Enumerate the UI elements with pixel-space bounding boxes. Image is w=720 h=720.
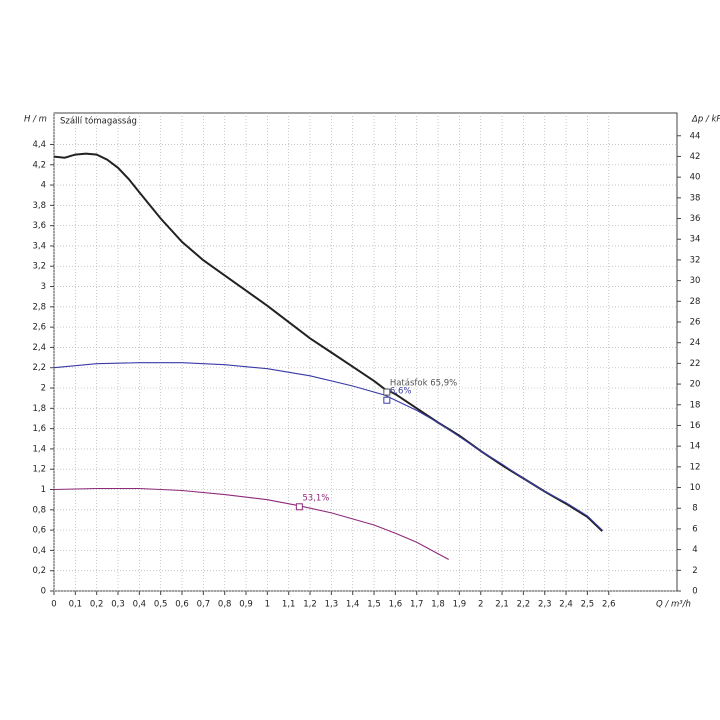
y2-tick-label: 12 xyxy=(690,462,701,472)
x-tick-label: 0,2 xyxy=(90,600,104,610)
x-tick-label: 0,8 xyxy=(218,600,232,610)
y-tick-label: 2 xyxy=(41,384,46,394)
y2-tick-label: 40 xyxy=(690,173,701,183)
curve xyxy=(53,362,603,531)
y2-tick-label: 28 xyxy=(690,297,701,307)
y-tick-label: 1 xyxy=(41,485,46,495)
y-axis-label: H / m xyxy=(24,115,47,125)
y-tick-label: 1,4 xyxy=(32,444,46,454)
annotation: 6,6% xyxy=(390,387,412,397)
x-axis-label: Q / m³/h xyxy=(656,600,691,610)
y-tick-label: 2,4 xyxy=(32,343,46,353)
x-tick-label: 0,7 xyxy=(197,600,211,610)
y2-tick-label: 24 xyxy=(690,338,701,348)
y-tick-label: 3,4 xyxy=(32,241,46,251)
y2-tick-label: 10 xyxy=(690,483,701,493)
y-tick-label: 2,8 xyxy=(32,302,46,312)
point-marker xyxy=(383,396,391,404)
x-tick-label: 0,6 xyxy=(175,600,189,610)
y2-tick-label: 32 xyxy=(690,255,701,265)
annotation: Hatásfok 65,9% xyxy=(390,379,457,389)
curve xyxy=(53,487,449,560)
x-tick-label: 1,9 xyxy=(453,600,467,610)
y2-tick-label: 14 xyxy=(690,442,701,452)
y-tick-label: 0 xyxy=(41,587,46,597)
x-tick-label: 2,3 xyxy=(538,600,552,610)
curve xyxy=(53,152,603,532)
y2-tick-label: 20 xyxy=(690,380,701,390)
x-tick-label: 2,1 xyxy=(495,600,509,610)
x-tick-label: 2,6 xyxy=(602,600,616,610)
y-tick-label: 0,4 xyxy=(32,546,46,556)
y2-tick-label: 44 xyxy=(690,131,701,141)
x-tick-label: 0,4 xyxy=(133,600,147,610)
x-tick-label: 1,8 xyxy=(431,600,445,610)
y2-tick-label: 16 xyxy=(690,421,701,431)
plot-frame xyxy=(53,112,678,592)
x-tick-label: 2,5 xyxy=(581,600,595,610)
y2-axis-label: Δp / kPa xyxy=(691,115,720,125)
x-tick-label: 1,7 xyxy=(410,600,424,610)
y2-tick-label: 2 xyxy=(692,566,697,576)
x-tick-label: 2,4 xyxy=(559,600,573,610)
y2-tick-label: 4 xyxy=(692,545,697,555)
y2-tick-label: 38 xyxy=(690,193,701,203)
x-tick-label: 1,6 xyxy=(389,600,403,610)
x-tick-label: 0 xyxy=(51,600,56,610)
x-tick-label: 0,5 xyxy=(154,600,168,610)
y2-tick-label: 18 xyxy=(690,400,701,410)
y-tick-label: 3,6 xyxy=(32,221,46,231)
x-tick-label: 1,3 xyxy=(325,600,339,610)
x-tick-label: 1,5 xyxy=(367,600,381,610)
x-tick-label: 1 xyxy=(265,600,270,610)
y-tick-label: 4,2 xyxy=(32,160,46,170)
x-tick-label: 0,3 xyxy=(111,600,125,610)
y2-tick-label: 42 xyxy=(690,152,701,162)
point-marker xyxy=(295,503,303,511)
y-tick-label: 3,2 xyxy=(32,262,46,272)
y-tick-label: 1,8 xyxy=(32,404,46,414)
x-tick-label: 1,1 xyxy=(282,600,296,610)
y2-tick-label: 22 xyxy=(690,359,701,369)
y2-tick-label: 8 xyxy=(692,504,697,514)
x-tick-label: 2 xyxy=(478,600,483,610)
y-tick-label: 1,2 xyxy=(32,465,46,475)
y2-tick-label: 34 xyxy=(690,235,701,245)
y-tick-label: 0,2 xyxy=(32,566,46,576)
x-tick-label: 0,9 xyxy=(239,600,253,610)
x-tick-label: 1,2 xyxy=(303,600,317,610)
y-tick-label: 3,8 xyxy=(32,201,46,211)
x-tick-label: 0,1 xyxy=(69,600,83,610)
y2-tick-label: 0 xyxy=(692,587,697,597)
chart-title: Szállí tómagasság xyxy=(60,116,137,127)
y-tick-label: 2,6 xyxy=(32,323,46,333)
y2-tick-label: 30 xyxy=(690,276,701,286)
y-tick-label: 2,2 xyxy=(32,363,46,373)
y-tick-label: 0,8 xyxy=(32,505,46,515)
x-tick-label: 1,4 xyxy=(346,600,360,610)
y2-tick-label: 6 xyxy=(692,524,697,534)
y-tick-label: 4 xyxy=(41,181,46,191)
point-marker xyxy=(383,388,391,396)
y-tick-label: 1,6 xyxy=(32,424,46,434)
y-tick-label: 0,6 xyxy=(32,526,46,536)
annotation: 53,1% xyxy=(302,493,329,503)
y-tick-label: 3 xyxy=(41,282,46,292)
y2-tick-label: 36 xyxy=(690,214,701,224)
x-tick-label: 2,2 xyxy=(517,600,531,610)
y2-tick-label: 26 xyxy=(690,317,701,327)
y-tick-label: 4,4 xyxy=(32,140,46,150)
